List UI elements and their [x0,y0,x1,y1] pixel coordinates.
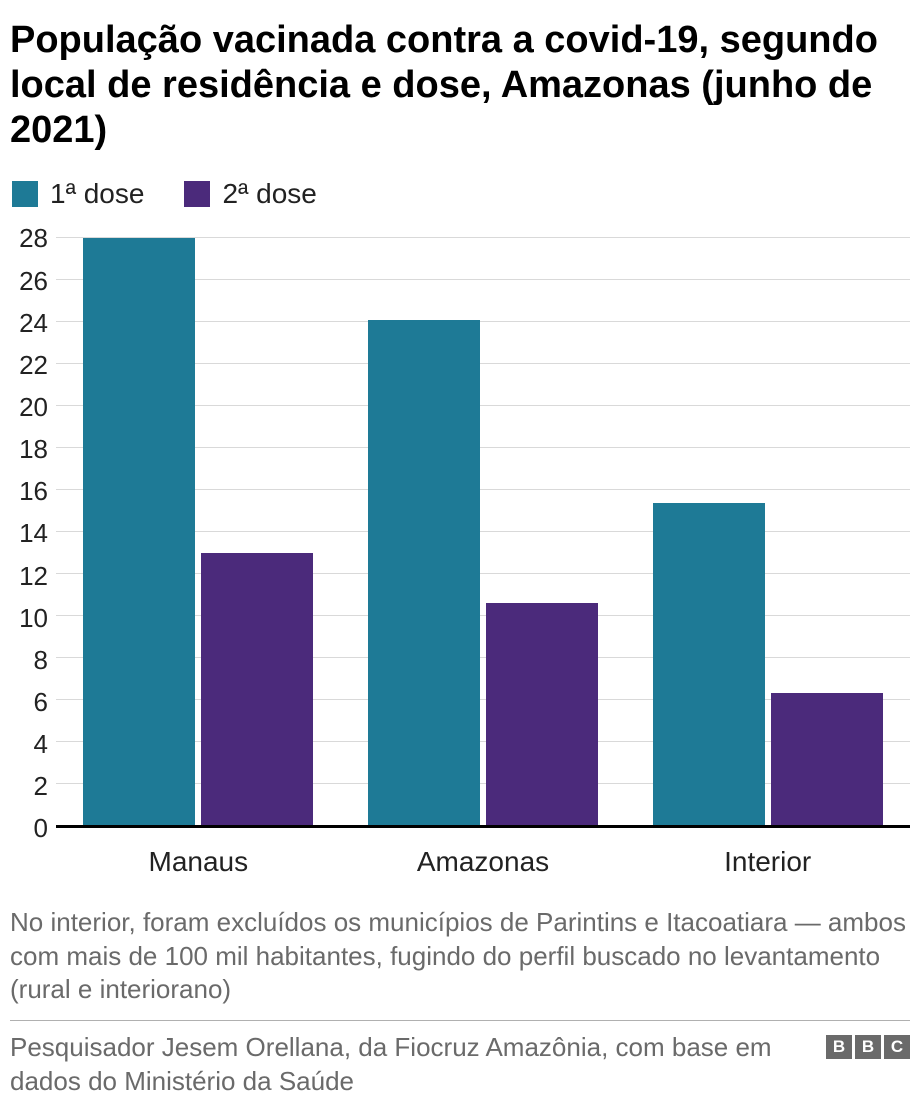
bar-group [368,238,598,825]
bar [771,693,883,825]
bar-group [653,238,883,825]
bbc-logo-letter: B [826,1035,852,1059]
legend-item-dose1: 1ª dose [12,178,144,210]
x-axis: Manaus Amazonas Interior [56,846,910,878]
y-axis: 28 26 24 22 20 18 16 14 12 10 8 6 4 2 0 [10,238,56,828]
chart-area: 28 26 24 22 20 18 16 14 12 10 8 6 4 2 0 [10,238,910,828]
bar [201,553,313,826]
chart-title: População vacinada contra a covid-19, se… [10,18,910,152]
legend-swatch-dose1 [12,181,38,207]
bar [486,603,598,825]
legend-swatch-dose2 [184,181,210,207]
plot-area [56,238,910,828]
bar [83,238,195,825]
x-label-manaus: Manaus [56,846,341,878]
bbc-logo-letter: C [884,1035,910,1059]
bar-group [83,238,313,825]
footnote: No interior, foram excluídos os municípi… [10,906,910,1021]
legend-label-dose1: 1ª dose [50,178,144,210]
x-label-interior: Interior [625,846,910,878]
bbc-logo: B B C [826,1035,910,1059]
legend-item-dose2: 2ª dose [184,178,316,210]
bar-groups [56,238,910,825]
bbc-logo-letter: B [855,1035,881,1059]
x-label-amazonas: Amazonas [341,846,626,878]
legend: 1ª dose 2ª dose [12,178,910,210]
source-text: Pesquisador Jesem Orellana, da Fiocruz A… [10,1031,806,1098]
bar [368,320,480,825]
legend-label-dose2: 2ª dose [222,178,316,210]
source-row: Pesquisador Jesem Orellana, da Fiocruz A… [10,1031,910,1098]
bar [653,503,765,826]
